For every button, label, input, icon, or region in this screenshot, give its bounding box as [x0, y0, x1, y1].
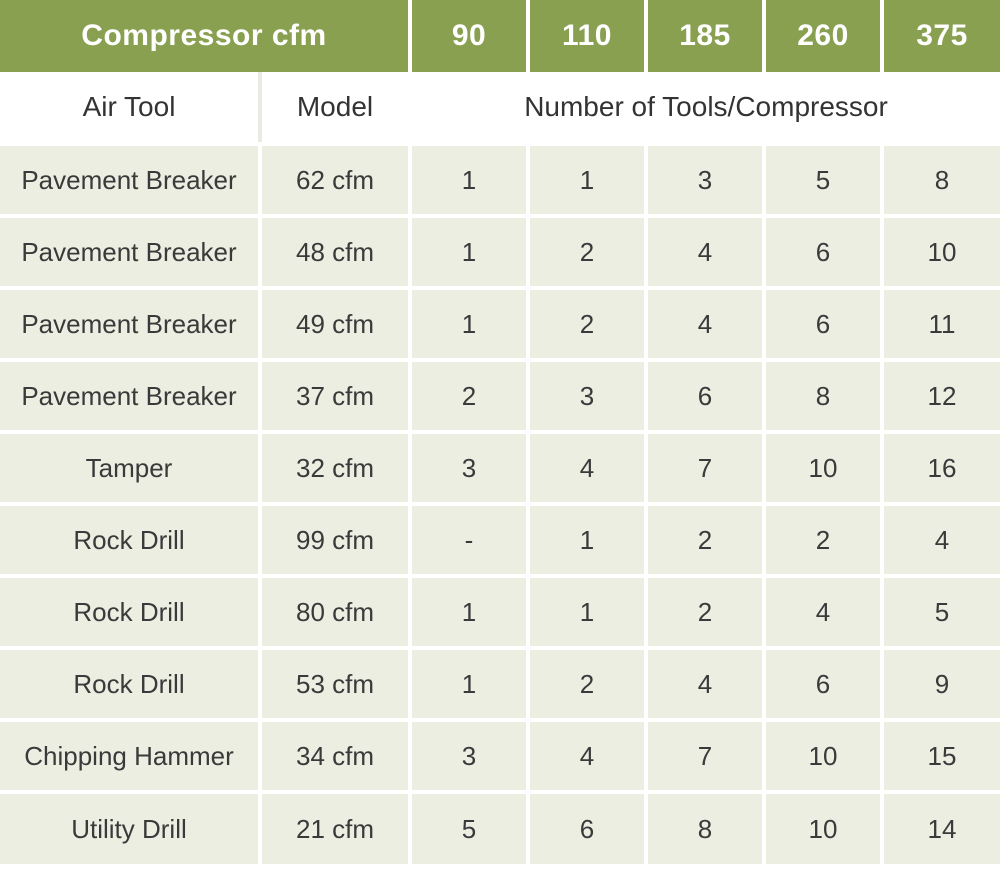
- cell-val: 5: [882, 576, 1000, 648]
- cell-tool: Utility Drill: [0, 792, 260, 864]
- table-row: Pavement Breaker 48 cfm 1 2 4 6 10: [0, 216, 1000, 288]
- cell-model: 34 cfm: [260, 720, 410, 792]
- cell-model: 80 cfm: [260, 576, 410, 648]
- cell-val: 9: [882, 648, 1000, 720]
- header-cfm-2: 185: [646, 0, 764, 72]
- cell-val: 10: [882, 216, 1000, 288]
- cell-val: 4: [764, 576, 882, 648]
- cell-val: 4: [646, 648, 764, 720]
- cell-model: 48 cfm: [260, 216, 410, 288]
- cell-model: 53 cfm: [260, 648, 410, 720]
- cell-val: 1: [410, 576, 528, 648]
- cell-val: 3: [646, 144, 764, 216]
- cell-tool: Pavement Breaker: [0, 288, 260, 360]
- cell-val: 4: [646, 288, 764, 360]
- cell-val: 7: [646, 720, 764, 792]
- cell-val: 1: [528, 576, 646, 648]
- subheader-number: Number of Tools/Compressor: [410, 72, 1000, 144]
- cell-val: 12: [882, 360, 1000, 432]
- subheader-row: Air Tool Model Number of Tools/Compresso…: [0, 72, 1000, 144]
- cell-val: 2: [528, 648, 646, 720]
- cell-val: 4: [528, 720, 646, 792]
- cell-val: 2: [528, 288, 646, 360]
- cell-val: 7: [646, 432, 764, 504]
- table-row: Chipping Hammer 34 cfm 3 4 7 10 15: [0, 720, 1000, 792]
- compressor-tools-table: Compressor cfm 90 110 185 260 375 Air To…: [0, 0, 1000, 864]
- cell-val: 1: [410, 648, 528, 720]
- table-row: Utility Drill 21 cfm 5 6 8 10 14: [0, 792, 1000, 864]
- cell-val: 10: [764, 432, 882, 504]
- cell-val: 14: [882, 792, 1000, 864]
- table-row: Pavement Breaker 62 cfm 1 1 3 5 8: [0, 144, 1000, 216]
- cell-val: 6: [764, 216, 882, 288]
- table-row: Rock Drill 99 cfm - 1 2 2 4: [0, 504, 1000, 576]
- cell-val: 6: [646, 360, 764, 432]
- cell-val: 2: [646, 576, 764, 648]
- header-cfm-1: 110: [528, 0, 646, 72]
- cell-val: 2: [764, 504, 882, 576]
- cell-val: 3: [528, 360, 646, 432]
- cell-tool: Tamper: [0, 432, 260, 504]
- cell-tool: Rock Drill: [0, 504, 260, 576]
- cell-tool: Pavement Breaker: [0, 360, 260, 432]
- cell-val: 4: [882, 504, 1000, 576]
- table-row: Tamper 32 cfm 3 4 7 10 16: [0, 432, 1000, 504]
- cell-val: 2: [410, 360, 528, 432]
- cell-val: 8: [646, 792, 764, 864]
- cell-val: 11: [882, 288, 1000, 360]
- header-cfm-0: 90: [410, 0, 528, 72]
- cell-val: 6: [764, 648, 882, 720]
- cell-model: 99 cfm: [260, 504, 410, 576]
- cell-val: 4: [646, 216, 764, 288]
- cell-val: 2: [646, 504, 764, 576]
- cell-val: 6: [764, 288, 882, 360]
- cell-val: 1: [528, 144, 646, 216]
- cell-val: 4: [528, 432, 646, 504]
- table-row: Pavement Breaker 49 cfm 1 2 4 6 11: [0, 288, 1000, 360]
- cell-val: -: [410, 504, 528, 576]
- cell-val: 3: [410, 720, 528, 792]
- cell-tool: Pavement Breaker: [0, 144, 260, 216]
- subheader-airtool: Air Tool: [0, 72, 260, 144]
- table-body: Pavement Breaker 62 cfm 1 1 3 5 8 Paveme…: [0, 144, 1000, 864]
- cell-model: 62 cfm: [260, 144, 410, 216]
- cell-model: 37 cfm: [260, 360, 410, 432]
- cell-val: 16: [882, 432, 1000, 504]
- cell-val: 1: [410, 144, 528, 216]
- cell-val: 5: [764, 144, 882, 216]
- table-row: Rock Drill 80 cfm 1 1 2 4 5: [0, 576, 1000, 648]
- header-cfm-4: 375: [882, 0, 1000, 72]
- cell-val: 1: [410, 216, 528, 288]
- cell-val: 2: [528, 216, 646, 288]
- cell-model: 49 cfm: [260, 288, 410, 360]
- cell-model: 21 cfm: [260, 792, 410, 864]
- cell-val: 10: [764, 792, 882, 864]
- cell-val: 8: [882, 144, 1000, 216]
- subheader-model: Model: [260, 72, 410, 144]
- cell-val: 1: [528, 504, 646, 576]
- cell-val: 8: [764, 360, 882, 432]
- cell-model: 32 cfm: [260, 432, 410, 504]
- cell-val: 1: [410, 288, 528, 360]
- cell-val: 15: [882, 720, 1000, 792]
- table-row: Rock Drill 53 cfm 1 2 4 6 9: [0, 648, 1000, 720]
- cell-val: 6: [528, 792, 646, 864]
- table: Compressor cfm 90 110 185 260 375 Air To…: [0, 0, 1000, 864]
- table-row: Pavement Breaker 37 cfm 2 3 6 8 12: [0, 360, 1000, 432]
- cell-tool: Rock Drill: [0, 648, 260, 720]
- cell-tool: Chipping Hammer: [0, 720, 260, 792]
- cell-tool: Pavement Breaker: [0, 216, 260, 288]
- cell-val: 5: [410, 792, 528, 864]
- header-cfm-3: 260: [764, 0, 882, 72]
- cell-val: 3: [410, 432, 528, 504]
- cell-val: 10: [764, 720, 882, 792]
- header-row: Compressor cfm 90 110 185 260 375: [0, 0, 1000, 72]
- header-compressor-label: Compressor cfm: [0, 0, 410, 72]
- cell-tool: Rock Drill: [0, 576, 260, 648]
